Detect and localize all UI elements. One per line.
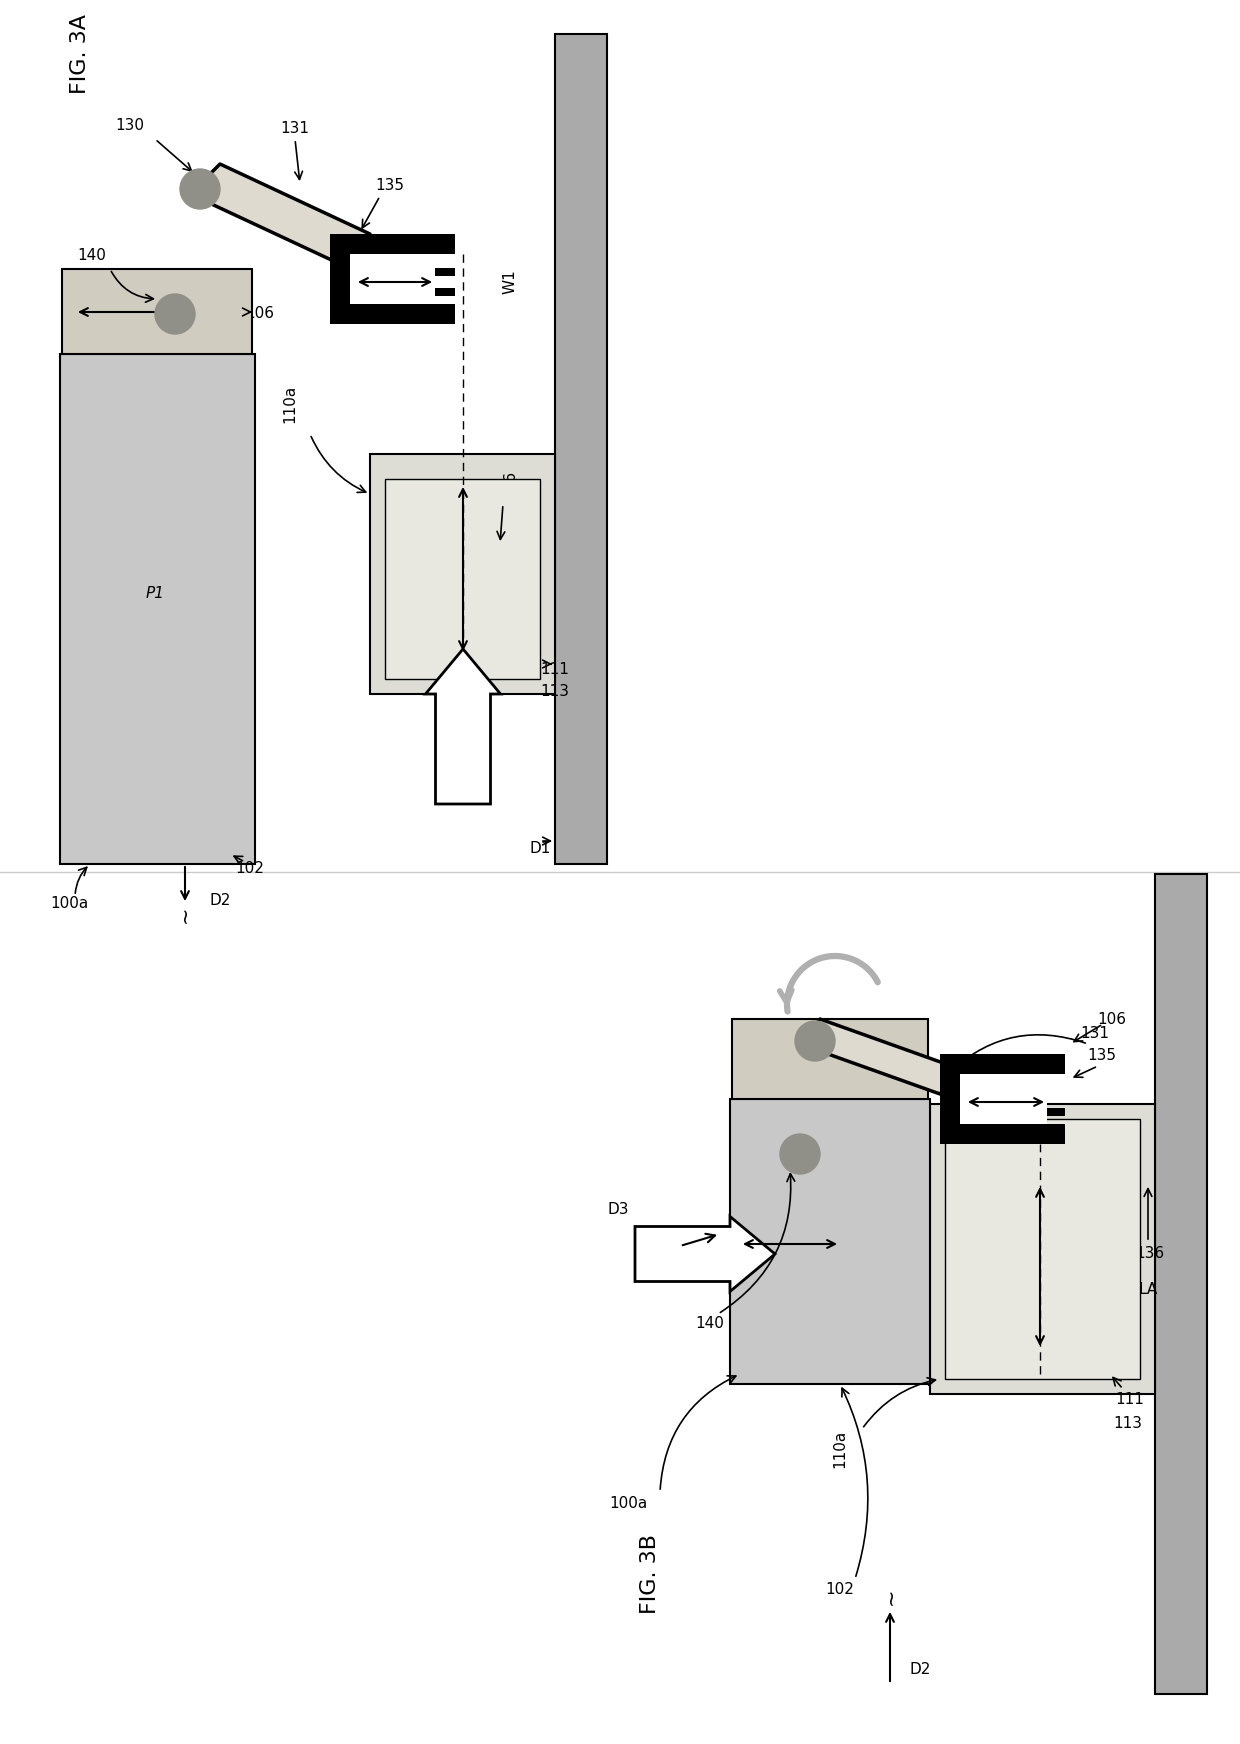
Text: LA: LA xyxy=(1138,1282,1158,1296)
Text: D1: D1 xyxy=(1059,1259,1081,1273)
Text: 131: 131 xyxy=(280,122,310,136)
Text: 140: 140 xyxy=(696,1317,724,1331)
Text: D3: D3 xyxy=(608,1202,629,1217)
Bar xyxy=(730,1099,930,1385)
Text: ~: ~ xyxy=(880,1587,900,1604)
Bar xyxy=(435,269,455,276)
Text: D2: D2 xyxy=(210,893,231,909)
Circle shape xyxy=(180,169,219,209)
Text: 111: 111 xyxy=(541,661,569,677)
Bar xyxy=(370,453,556,694)
Text: 113: 113 xyxy=(1114,1416,1142,1432)
Text: 106: 106 xyxy=(1097,1012,1126,1027)
Text: 110a: 110a xyxy=(283,385,298,424)
Bar xyxy=(1047,1128,1065,1135)
Bar xyxy=(960,1074,1047,1123)
Text: D2: D2 xyxy=(909,1662,931,1676)
Text: D3: D3 xyxy=(419,562,440,577)
Bar xyxy=(732,1018,928,1099)
Text: 100a: 100a xyxy=(609,1496,647,1512)
Bar xyxy=(940,1053,960,1144)
Text: 135: 135 xyxy=(376,178,404,194)
Text: D1: D1 xyxy=(529,842,551,856)
Text: 111: 111 xyxy=(1116,1392,1145,1406)
Circle shape xyxy=(155,295,195,335)
Text: FIG. 3A: FIG. 3A xyxy=(69,14,91,94)
Text: 102: 102 xyxy=(236,862,264,877)
Bar xyxy=(330,234,350,324)
Text: 140: 140 xyxy=(78,248,107,263)
Text: 102: 102 xyxy=(826,1582,854,1596)
Bar xyxy=(435,288,455,296)
Text: 136: 136 xyxy=(502,469,517,499)
Polygon shape xyxy=(800,1018,960,1093)
Text: W2: W2 xyxy=(115,286,140,302)
Bar xyxy=(930,1104,1154,1393)
Circle shape xyxy=(795,1020,835,1060)
Text: P1: P1 xyxy=(145,586,165,602)
Text: 130: 130 xyxy=(115,119,145,134)
Text: 100a: 100a xyxy=(50,896,88,912)
FancyArrow shape xyxy=(425,649,501,804)
Text: 136: 136 xyxy=(1136,1247,1164,1261)
Circle shape xyxy=(780,1134,820,1174)
Text: 106: 106 xyxy=(246,307,274,321)
Text: W1: W1 xyxy=(502,270,517,295)
Text: 110a: 110a xyxy=(832,1430,847,1468)
Bar xyxy=(350,255,458,303)
Text: W1: W1 xyxy=(993,1074,1018,1090)
Bar xyxy=(940,1123,1065,1144)
Text: 131: 131 xyxy=(1080,1027,1110,1041)
Text: 130: 130 xyxy=(644,1247,673,1261)
Polygon shape xyxy=(190,164,370,263)
Bar xyxy=(940,1053,1065,1074)
Bar xyxy=(556,33,608,863)
Text: 113: 113 xyxy=(541,684,569,699)
Bar xyxy=(330,234,455,255)
Text: FIG. 3B: FIG. 3B xyxy=(640,1535,660,1613)
Bar xyxy=(1154,874,1207,1693)
Bar xyxy=(62,269,252,354)
Text: ~: ~ xyxy=(175,905,195,923)
Bar xyxy=(60,354,255,863)
Bar xyxy=(384,480,539,678)
FancyArrow shape xyxy=(635,1217,775,1292)
Bar xyxy=(330,303,455,324)
Text: W2: W2 xyxy=(777,1219,802,1233)
Bar xyxy=(945,1120,1140,1380)
Text: 135: 135 xyxy=(1087,1048,1116,1064)
Bar xyxy=(1047,1107,1065,1116)
